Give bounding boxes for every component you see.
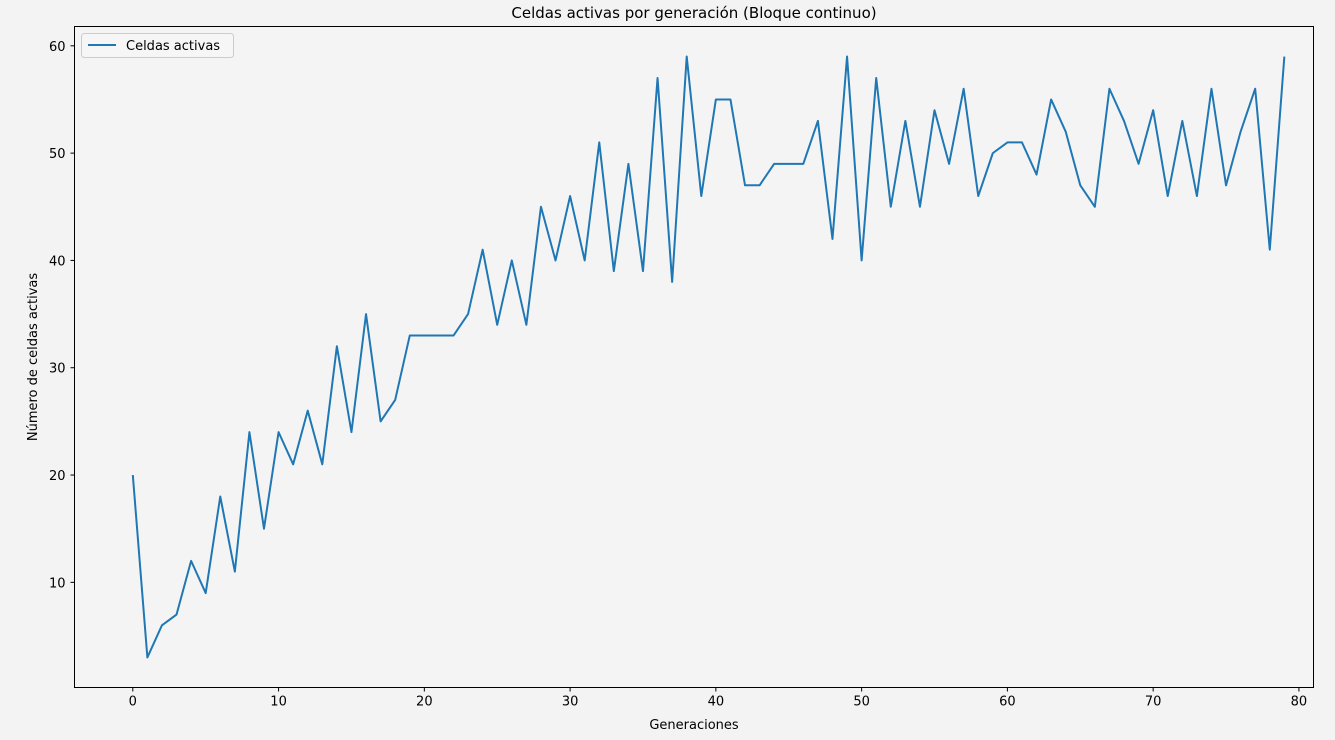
x-tick-label: 80 (1291, 695, 1308, 710)
x-tick-label: 10 (270, 695, 287, 710)
x-axis-label: Generaciones (649, 718, 739, 733)
y-tick-label: 60 (49, 40, 66, 55)
y-tick-label: 50 (49, 147, 66, 162)
series-line (131, 55, 1286, 659)
x-tick-label: 40 (708, 695, 725, 710)
x-tick-label: 20 (416, 695, 433, 710)
y-axis: 10 20 30 40 50 60 (49, 40, 75, 591)
chart-title: Celdas activas por generación (Bloque co… (511, 4, 876, 22)
x-tick-label: 50 (853, 695, 870, 710)
x-axis: 0 10 20 30 40 50 60 70 80 (129, 687, 1308, 710)
y-tick-label: 20 (49, 469, 66, 484)
y-tick-label: 40 (49, 254, 66, 269)
x-tick-label: 0 (129, 695, 137, 710)
x-tick-label: 60 (999, 695, 1016, 710)
legend-box (81, 33, 234, 58)
y-tick-label: 10 (49, 576, 66, 591)
legend: Celdas activas (81, 33, 234, 58)
x-tick-label: 30 (562, 695, 579, 710)
legend-label: Celdas activas (126, 39, 220, 54)
y-axis-label: Número de celdas activas (26, 273, 41, 442)
x-tick-label: 70 (1145, 695, 1162, 710)
series-layer (131, 55, 1286, 659)
y-tick-label: 30 (49, 362, 66, 377)
plot-area (74, 26, 1314, 688)
